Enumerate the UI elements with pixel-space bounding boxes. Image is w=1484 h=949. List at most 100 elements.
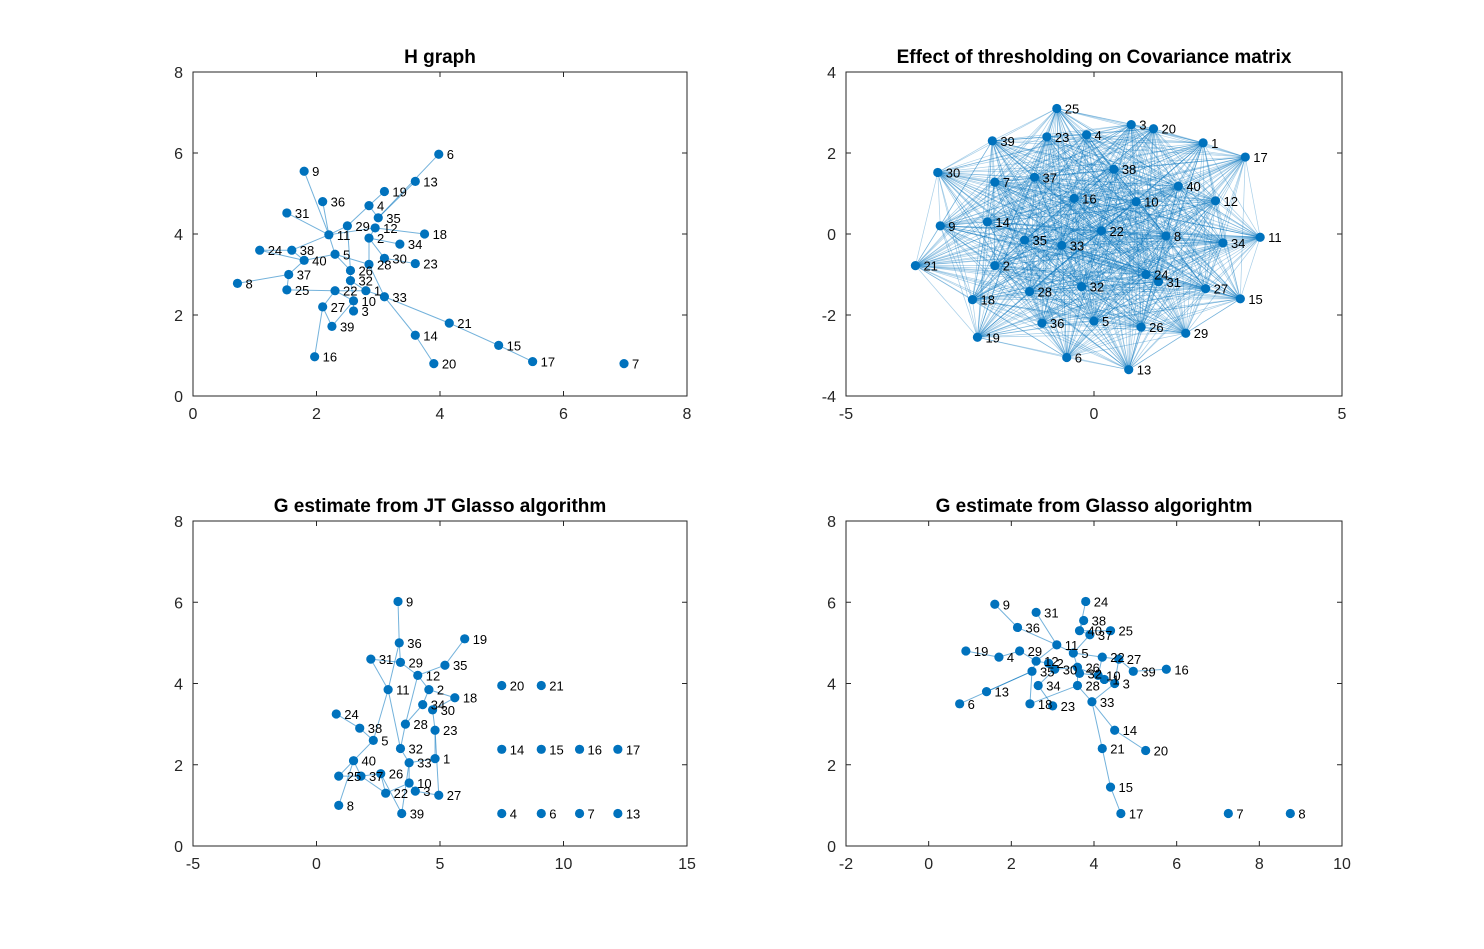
edge — [1029, 242, 1224, 292]
edge — [1056, 108, 1142, 328]
graph-node — [1110, 678, 1120, 689]
edge — [401, 762, 410, 814]
edge — [1046, 124, 1132, 138]
edge — [1101, 169, 1115, 231]
edge — [994, 265, 1206, 290]
edge — [1114, 729, 1146, 751]
edge — [1066, 286, 1082, 358]
graph-node — [1069, 193, 1079, 203]
edge — [414, 334, 435, 364]
graph-node — [619, 359, 629, 369]
edge — [994, 181, 1224, 244]
graph-node — [324, 230, 334, 240]
node-label: 9 — [948, 219, 955, 234]
node-label: 19 — [974, 644, 988, 659]
edge — [1135, 201, 1187, 334]
edge — [1135, 201, 1206, 289]
edge — [1034, 176, 1224, 244]
edge — [1239, 237, 1261, 299]
node-label: 11 — [1065, 638, 1079, 653]
edge — [1024, 198, 1075, 241]
edge — [1093, 236, 1261, 322]
edge — [1066, 201, 1137, 358]
y-tick-label: 6 — [174, 595, 183, 612]
edge — [384, 296, 416, 336]
graph-node — [1068, 648, 1078, 658]
edge — [372, 689, 389, 741]
edge — [915, 265, 1095, 322]
edge — [1073, 134, 1087, 199]
edge — [1061, 142, 1204, 246]
edge — [987, 221, 1062, 246]
graph-node — [444, 318, 454, 328]
edge — [1185, 142, 1204, 334]
edge — [991, 140, 1025, 241]
node-label: 5 — [343, 247, 350, 262]
graph-node — [1223, 808, 1233, 819]
edge — [1128, 242, 1224, 370]
edge — [1081, 185, 1179, 287]
edge — [972, 299, 1095, 322]
edge — [972, 288, 1206, 300]
edge — [994, 198, 1075, 266]
edge — [1046, 136, 1102, 231]
edge — [1081, 286, 1206, 290]
edge — [994, 177, 1035, 266]
edge — [987, 108, 1058, 223]
edge — [994, 142, 1204, 266]
edge — [1029, 671, 1033, 704]
edge — [1215, 200, 1261, 238]
edge — [994, 142, 1204, 183]
edge — [1073, 198, 1095, 322]
edge — [1140, 142, 1204, 328]
y-tick-label: -4 — [822, 389, 836, 406]
graph-node — [1131, 197, 1141, 207]
edge — [1081, 286, 1241, 300]
node-label: 3 — [362, 304, 369, 319]
node-label: 31 — [295, 206, 309, 221]
edge — [1140, 186, 1179, 328]
edge — [1024, 185, 1179, 241]
x-tick-label: 2 — [1007, 856, 1016, 873]
edge — [1024, 240, 1030, 292]
edge — [1029, 200, 1216, 292]
node-label: 4 — [510, 807, 517, 822]
edge — [937, 172, 1068, 358]
node-label: 29 — [1028, 644, 1042, 659]
edge — [1153, 128, 1216, 202]
edge — [1128, 201, 1137, 370]
edge — [286, 212, 330, 236]
node-label: 35 — [1040, 664, 1054, 679]
x-tick-label: 15 — [678, 856, 696, 873]
edge — [915, 265, 978, 338]
graph-node — [1074, 626, 1085, 636]
graph-node — [282, 208, 292, 218]
edge — [987, 140, 993, 222]
graph-node — [574, 744, 585, 754]
edge — [1113, 169, 1159, 282]
edge — [1034, 136, 1048, 178]
edge — [1140, 235, 1167, 328]
edge — [939, 225, 973, 300]
edge — [987, 221, 1206, 290]
edge — [994, 181, 1082, 287]
edge — [1066, 186, 1179, 358]
edge — [977, 198, 1075, 338]
edge — [994, 181, 1130, 370]
edge — [1113, 168, 1206, 289]
edge-group — [915, 108, 1261, 371]
edge — [915, 265, 1043, 324]
edge — [940, 225, 996, 266]
edge — [1086, 134, 1206, 289]
node-label: 40 — [312, 253, 326, 268]
graph-node — [232, 278, 243, 289]
edge — [1061, 245, 1206, 290]
edge — [1130, 124, 1137, 202]
edge — [987, 200, 1216, 223]
edge — [1041, 156, 1246, 324]
node-label: 16 — [1082, 191, 1096, 206]
node-label: 23 — [443, 723, 457, 738]
